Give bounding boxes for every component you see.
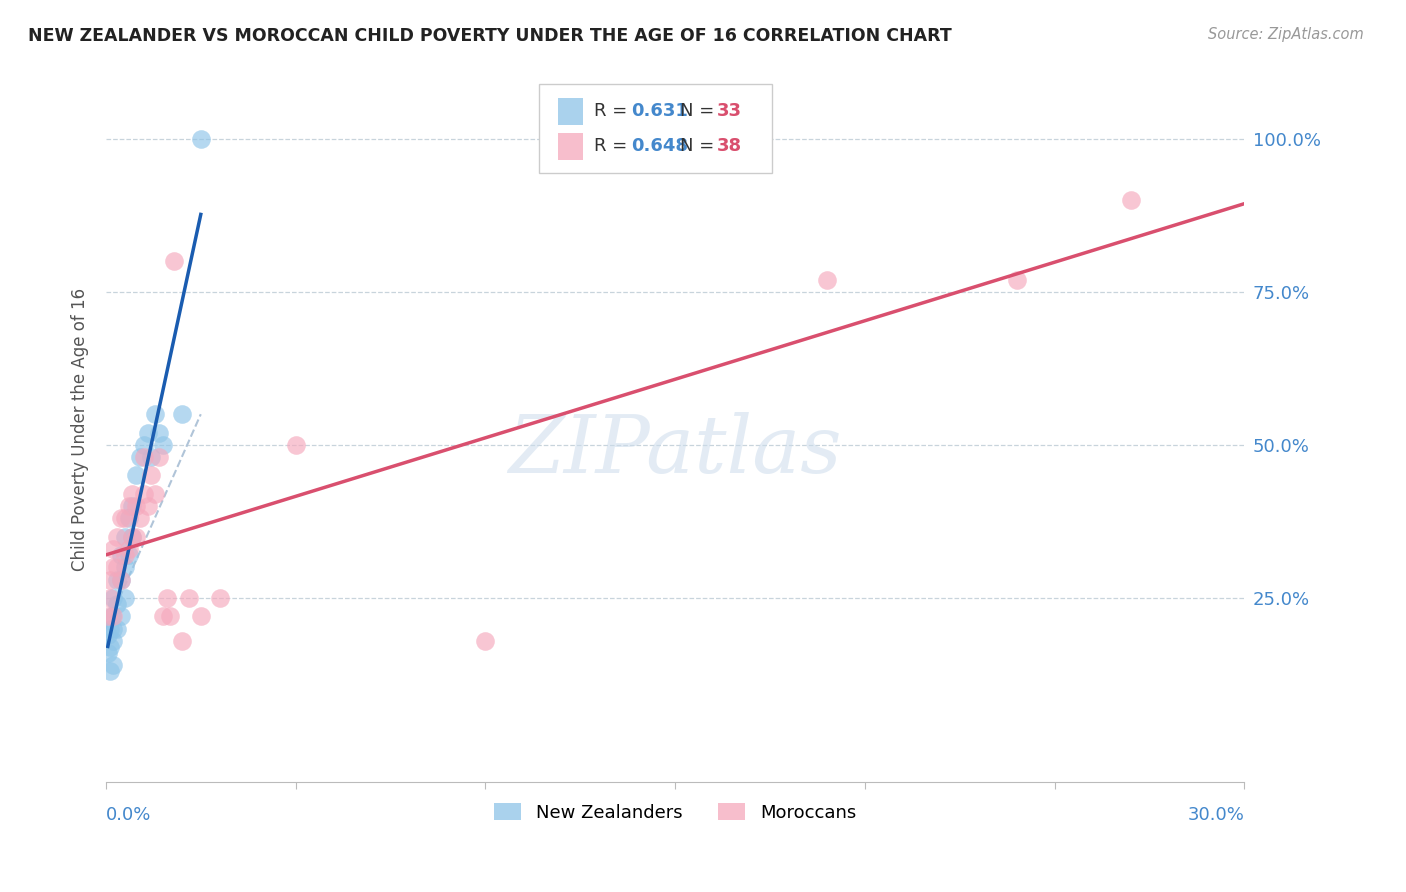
Point xyxy=(129,511,152,525)
Point xyxy=(132,450,155,464)
Point xyxy=(132,487,155,501)
Point xyxy=(125,468,148,483)
Point xyxy=(103,609,125,624)
Point xyxy=(105,530,128,544)
Text: N =: N = xyxy=(679,103,720,120)
Point xyxy=(190,131,212,145)
Legend: New Zealanders, Moroccans: New Zealanders, Moroccans xyxy=(494,803,856,822)
Point xyxy=(121,499,143,513)
Point xyxy=(152,438,174,452)
Text: Source: ZipAtlas.com: Source: ZipAtlas.com xyxy=(1208,27,1364,42)
Point xyxy=(118,541,141,556)
Text: 38: 38 xyxy=(717,137,742,155)
Point xyxy=(121,530,143,544)
Point xyxy=(98,622,121,636)
Point xyxy=(103,622,125,636)
FancyBboxPatch shape xyxy=(558,133,583,160)
Point xyxy=(98,591,121,605)
Text: 30.0%: 30.0% xyxy=(1188,806,1244,824)
Point xyxy=(190,609,212,624)
Point xyxy=(114,548,136,562)
Point xyxy=(103,560,125,574)
Point xyxy=(110,548,132,562)
Point xyxy=(121,530,143,544)
Point xyxy=(110,609,132,624)
Point xyxy=(170,407,193,421)
FancyBboxPatch shape xyxy=(558,98,583,125)
Text: 0.648: 0.648 xyxy=(631,137,688,155)
Point xyxy=(114,530,136,544)
Point xyxy=(118,511,141,525)
Point xyxy=(141,468,163,483)
Point xyxy=(143,407,166,421)
Point xyxy=(97,627,120,641)
FancyBboxPatch shape xyxy=(538,85,772,172)
Text: 0.631: 0.631 xyxy=(631,103,688,120)
Y-axis label: Child Poverty Under the Age of 16: Child Poverty Under the Age of 16 xyxy=(72,288,89,571)
Point xyxy=(159,609,181,624)
Text: R =: R = xyxy=(595,137,633,155)
Point xyxy=(125,499,148,513)
Point xyxy=(1119,193,1142,207)
Text: 33: 33 xyxy=(717,103,742,120)
Point xyxy=(105,573,128,587)
Point xyxy=(100,609,122,624)
Text: 0.0%: 0.0% xyxy=(105,806,152,824)
Point xyxy=(136,425,159,440)
Point xyxy=(110,573,132,587)
Point xyxy=(148,425,170,440)
Point xyxy=(103,541,125,556)
Point xyxy=(121,487,143,501)
Point xyxy=(132,438,155,452)
Point xyxy=(148,450,170,464)
Point xyxy=(284,438,307,452)
Point xyxy=(1005,272,1028,286)
Point xyxy=(163,254,186,268)
Point xyxy=(156,591,179,605)
Point xyxy=(141,450,163,464)
Point xyxy=(129,450,152,464)
Point xyxy=(152,609,174,624)
Point xyxy=(208,591,231,605)
Point xyxy=(815,272,838,286)
Point xyxy=(170,633,193,648)
Point xyxy=(179,591,201,605)
Point xyxy=(98,573,121,587)
Point xyxy=(103,591,125,605)
Point xyxy=(114,560,136,574)
Point xyxy=(114,511,136,525)
Point xyxy=(114,591,136,605)
Point xyxy=(105,597,128,611)
Point xyxy=(103,633,125,648)
Point xyxy=(125,530,148,544)
Point xyxy=(110,511,132,525)
Text: NEW ZEALANDER VS MOROCCAN CHILD POVERTY UNDER THE AGE OF 16 CORRELATION CHART: NEW ZEALANDER VS MOROCCAN CHILD POVERTY … xyxy=(28,27,952,45)
Point xyxy=(136,499,159,513)
Point xyxy=(98,665,121,679)
Point xyxy=(105,560,128,574)
Point xyxy=(97,609,120,624)
Text: ZIPatlas: ZIPatlas xyxy=(509,412,842,490)
Point xyxy=(98,640,121,654)
Point xyxy=(143,487,166,501)
Point xyxy=(105,622,128,636)
Point xyxy=(118,548,141,562)
Point xyxy=(110,573,132,587)
Point xyxy=(97,646,120,660)
Text: N =: N = xyxy=(679,137,720,155)
Point xyxy=(103,658,125,673)
Point xyxy=(118,499,141,513)
Text: R =: R = xyxy=(595,103,633,120)
Point xyxy=(474,633,496,648)
